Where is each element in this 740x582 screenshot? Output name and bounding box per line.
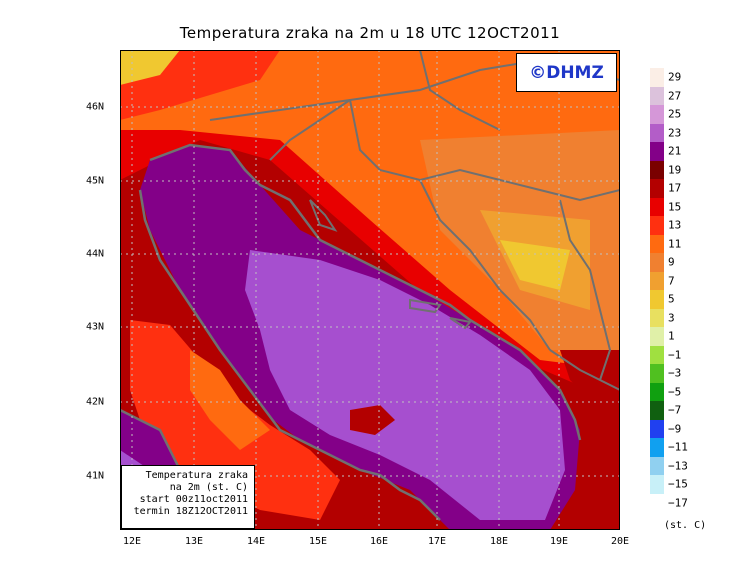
legend-label: −17 [668,496,688,509]
lon-label: 14E [246,536,266,547]
legend-swatch [650,271,664,291]
legend-label: −9 [668,422,682,435]
sava-border [349,99,620,202]
legend-swatch [650,234,664,254]
dalmatian-islands [409,298,442,314]
legend-label: −13 [668,459,688,472]
legend-swatch [650,382,664,402]
eastern-coastline [149,143,582,441]
lat-label: 45N [86,175,105,187]
map-gridlines [120,50,620,530]
legend-label: 13 [668,218,682,232]
legend-swatch [650,290,664,309]
legend-swatch [650,327,664,346]
legend-label: −5 [668,385,682,398]
legend-swatch [650,105,664,124]
lat-label: 43N [86,321,105,333]
lon-label: 19E [549,536,569,547]
legend-swatch [650,123,664,143]
lon-label: 20E [610,536,630,547]
legend-swatch [650,493,664,513]
chart-title: Temperatura zraka na 2m u 18 UTC 12OCT20… [179,24,561,42]
legend-swatch [650,68,664,87]
legend-label: 17 [668,181,682,195]
legend-label: 11 [668,237,682,250]
hungary-border [419,50,501,131]
legend-label: 9 [668,255,675,269]
lat-label: 46N [86,101,105,113]
legend-label: 15 [668,200,682,213]
legend-swatch [650,456,664,476]
info-line-1: Temperatura zraka [145,470,248,481]
legend-swatch [650,401,664,420]
lon-label: 12E [122,536,142,547]
adriatic-sea-inner [245,250,565,520]
apennine-warm [190,350,270,450]
legend-unit: (st. C) [664,520,707,531]
legend-label: 29 [668,70,682,84]
italian-coastline [138,189,441,521]
legend-label: −11 [668,440,688,454]
legend-label: 23 [668,126,682,139]
legend-label: 5 [668,292,675,306]
map-border [120,50,620,530]
legend-swatch [650,179,664,198]
info-box: Temperatura zraka na 2m (st. C) start 00… [121,465,255,529]
legend-swatch [650,345,664,365]
info-line-4: termin 18Z12OCT2011 [133,506,248,517]
legend-label: −3 [668,366,682,380]
lon-label: 16E [369,536,389,547]
hvar-island [449,317,472,330]
legend-swatch [650,142,664,161]
kvarner-islands [309,199,338,232]
legend-label: 1 [668,329,675,343]
info-line-3: start 00z11oct2011 [139,494,248,505]
lon-label: 18E [489,536,509,547]
dhmz-logo: ©DHMZ [516,53,617,92]
serbia-border [559,199,612,381]
legend-swatch [650,253,664,272]
legend-label: 27 [668,89,682,102]
tyrrhenian-coast [120,410,180,470]
legend-swatch [650,308,664,328]
montenegro-border [549,349,620,391]
albania-coast [560,350,620,430]
legend-swatch [650,364,664,383]
legend-label: 25 [668,107,682,121]
lon-label: 17E [427,536,447,547]
legend-label: 7 [668,274,675,287]
lon-label: 15E [308,536,328,547]
legend-swatch [650,86,664,106]
legend-swatch [650,475,664,494]
legend-label: 19 [668,163,682,176]
alpine-cold-zone [120,50,180,85]
gargano-peninsula [350,405,395,435]
info-line-2: na 2m (st. C) [169,482,248,493]
legend-swatch [650,160,664,180]
lat-label: 41N [86,470,105,482]
map-canvas [120,50,620,530]
legend-swatch [650,216,664,235]
legend-label: −7 [668,403,682,417]
legend-label: −15 [668,477,688,491]
lat-label: 42N [86,396,105,408]
lon-label: 13E [184,536,204,547]
legend-swatch [650,197,664,217]
legend-swatch [650,438,664,457]
bosnia-highland [500,240,570,290]
legend-label: 3 [668,311,675,324]
legend-label: 21 [668,144,682,158]
legend-label: −1 [668,348,682,361]
temperature-map [120,50,620,530]
lat-label: 44N [86,248,105,260]
slovenia-border [269,99,351,161]
legend-swatch [650,419,664,439]
